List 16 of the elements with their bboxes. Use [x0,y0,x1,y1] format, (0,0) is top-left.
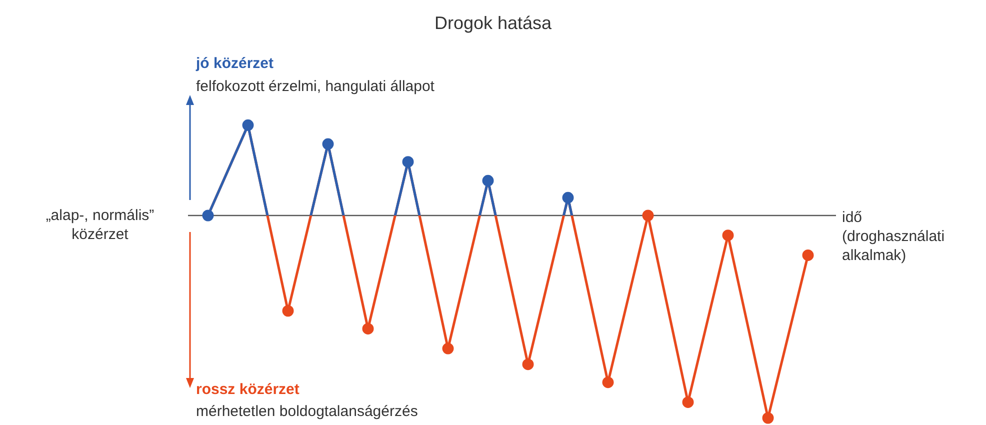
point [802,249,814,261]
text: jó közérzet [196,54,274,73]
point [362,322,374,334]
chart-title: Drogok hatása [433,13,553,33]
annotation: mérhetetlen boldogtalanságérzés [196,402,418,421]
point [522,358,534,370]
point [602,376,614,388]
text: felfokozott érzelmi, hangulati állapot [196,77,434,96]
point [282,305,294,317]
point [722,230,734,242]
point [762,412,774,424]
text: „alap-, normális” közérzet [44,206,156,244]
annotation: rossz közérzet [196,380,300,399]
point [682,396,694,408]
point [442,342,454,354]
text: idő (droghasználati alkalmak) [842,208,945,265]
